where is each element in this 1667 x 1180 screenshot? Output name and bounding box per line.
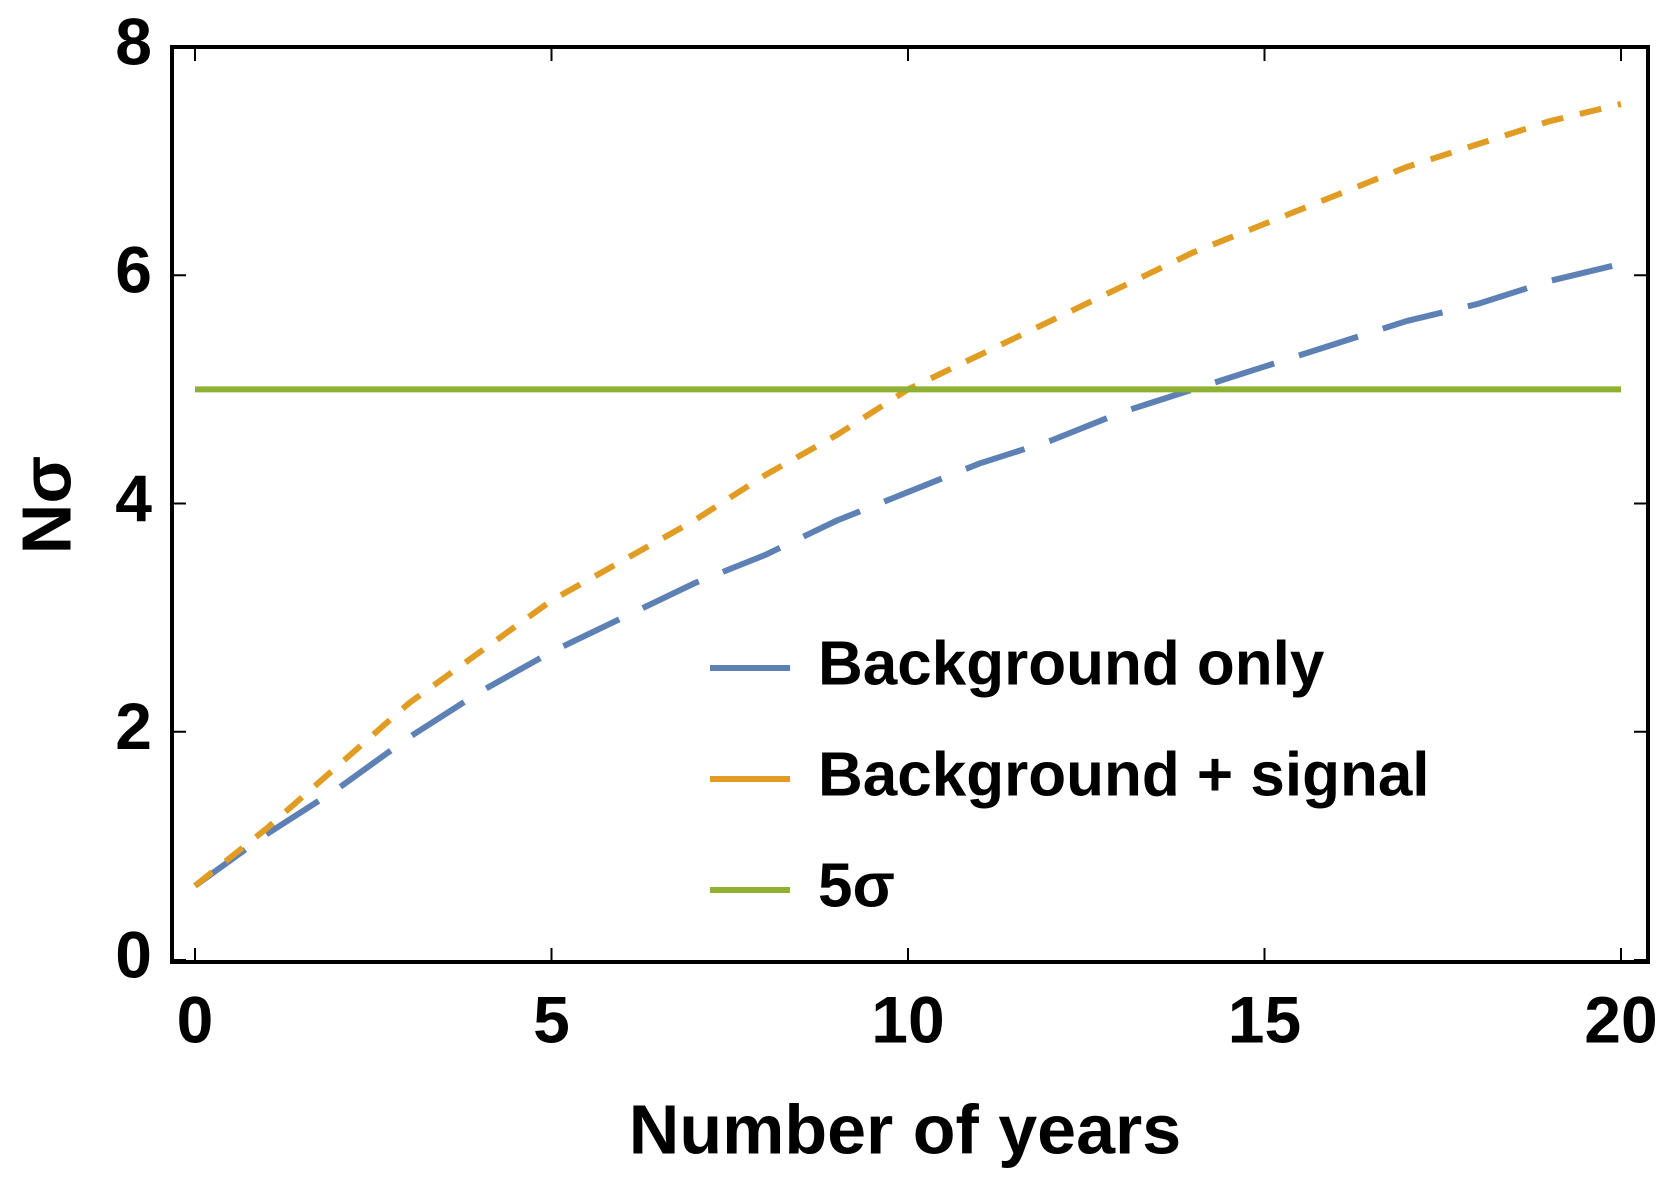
- y-tick-label: 4: [115, 461, 152, 535]
- legend-label: 5σ: [818, 851, 895, 920]
- y-tick-label: 6: [115, 233, 152, 307]
- x-tick-label: 5: [533, 982, 570, 1056]
- x-tick-label: 15: [1228, 982, 1301, 1056]
- y-tick-label: 0: [115, 917, 152, 991]
- series-line: [193, 260, 1622, 889]
- legend-label: Background + signal: [818, 740, 1430, 809]
- y-tick-label: 8: [115, 4, 152, 78]
- x-tick-label: 10: [871, 982, 944, 1056]
- x-tick-label: 20: [1584, 982, 1657, 1056]
- plot-frame: [170, 45, 1650, 964]
- x-axis-label: Number of years: [629, 1090, 1181, 1168]
- y-tick-label: 2: [115, 689, 152, 763]
- y-axis-label: Nσ: [7, 456, 85, 554]
- legend-label: Background only: [818, 629, 1325, 698]
- x-tick-label: 0: [177, 982, 214, 1056]
